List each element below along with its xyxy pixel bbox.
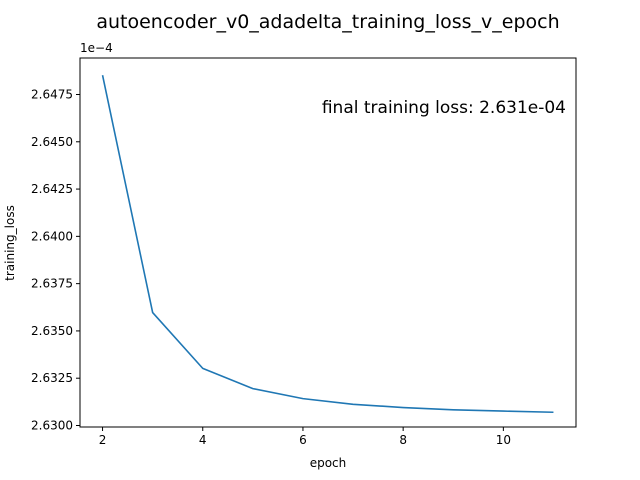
y-tick-label: 2.6375 <box>31 277 73 291</box>
y-tick-label: 2.6400 <box>31 229 73 243</box>
x-tick-label: 8 <box>399 433 407 447</box>
plot-frame <box>79 57 577 428</box>
x-tick-label: 10 <box>496 433 511 447</box>
y-tick-label: 2.6475 <box>31 88 73 102</box>
series-layer <box>101 75 554 414</box>
y-tick-label: 2.6300 <box>31 418 73 432</box>
y-axis-label: training_loss <box>3 205 17 281</box>
y-tick-label: 2.6425 <box>31 182 73 196</box>
chart-annotation: final training loss: 2.631e-04 <box>322 98 566 118</box>
y-tick-label: 2.6450 <box>31 135 73 149</box>
x-tick-label: 2 <box>99 433 107 447</box>
y-axis-ticks: 2.6300 2.6325 2.6350 2.6375 2.6400 2.6425 2.64… <box>31 88 80 432</box>
y-tick-label: 2.6325 <box>31 371 73 385</box>
x-tick-label: 4 <box>199 433 207 447</box>
y-tick-label: 2.6350 <box>31 324 73 338</box>
chart-title: autoencoder_v0_adadelta_training_loss_v_… <box>96 11 559 33</box>
x-axis-ticks: 2 4 6 8 10 <box>99 427 511 447</box>
y-offset-label: 1e−4 <box>80 41 113 55</box>
x-tick-label: 6 <box>299 433 307 447</box>
loss-series-line <box>101 75 554 414</box>
x-axis-label: epoch <box>310 456 347 470</box>
